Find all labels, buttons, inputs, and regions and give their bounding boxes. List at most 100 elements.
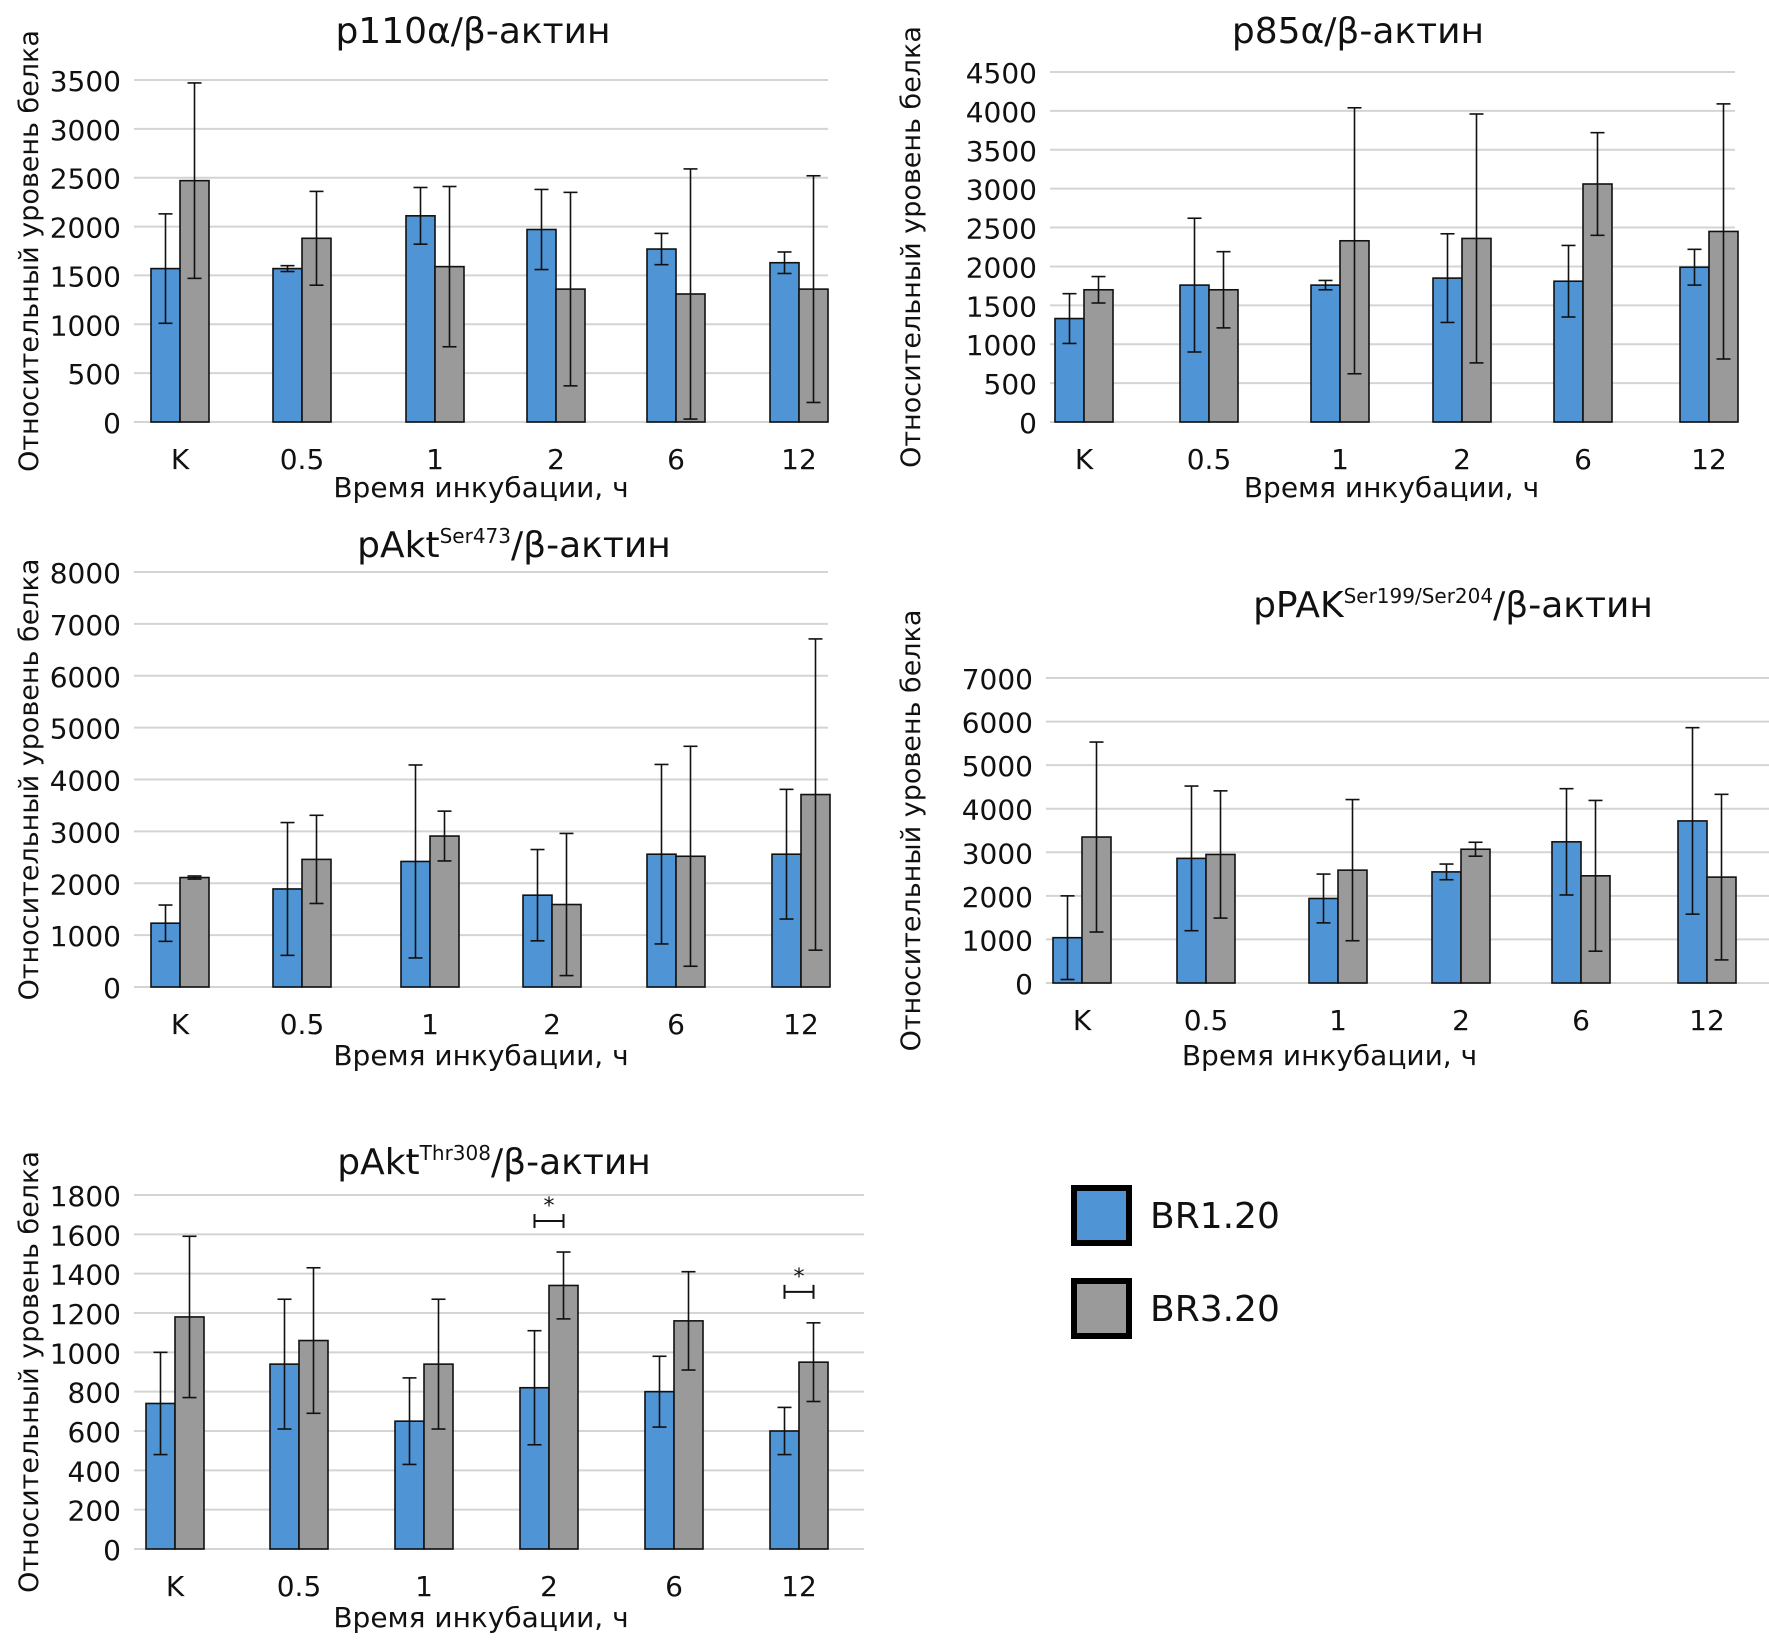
y-tick-label: 4000 <box>50 765 121 798</box>
x-tick-label: K <box>1075 443 1094 476</box>
x-tick-label: 6 <box>665 1570 683 1603</box>
y-tick-label: 1000 <box>50 1337 121 1370</box>
bar-br120-2 <box>1432 872 1461 983</box>
y-tick-label: 1000 <box>50 309 121 342</box>
bar-br120-1 <box>1311 285 1340 422</box>
x-tick-label: 2 <box>1452 1004 1470 1037</box>
legend-label: BR1.20 <box>1150 1196 1280 1237</box>
x-tick-label: 6 <box>667 1008 685 1041</box>
legend-swatch <box>1074 1188 1129 1243</box>
y-tick-label: 1400 <box>50 1259 121 1292</box>
y-tick-label: 2500 <box>50 163 121 196</box>
y-tick-label: 5000 <box>50 713 121 746</box>
y-tick-label: 4000 <box>962 794 1033 827</box>
y-tick-label: 1500 <box>50 260 121 293</box>
chart-title: p110α/β-актин <box>335 11 610 52</box>
y-axis-label: Относительный уровень белка <box>14 30 45 472</box>
bar-br320-K <box>1084 290 1113 422</box>
bar-br120-12 <box>770 263 799 422</box>
x-tick-label: 2 <box>543 1008 561 1041</box>
x-tick-label: 6 <box>667 443 685 476</box>
y-tick-label: 1000 <box>962 924 1033 957</box>
x-axis-label: Время инкубации, ч <box>1244 471 1539 504</box>
x-tick-label: 6 <box>1572 1004 1590 1037</box>
chart-title: pPAKSer199/Ser204/β-актин <box>1253 584 1653 626</box>
x-tick-label: K <box>166 1570 185 1603</box>
x-tick-label: 12 <box>1689 1004 1725 1037</box>
y-tick-label: 1500 <box>966 290 1037 323</box>
x-tick-label: 12 <box>783 1008 819 1041</box>
y-tick-label: 2000 <box>966 251 1037 284</box>
bar-br120-12 <box>1680 267 1709 422</box>
y-tick-label: 1200 <box>50 1298 121 1331</box>
significance-bracket: * <box>535 1194 564 1228</box>
y-tick-label: 1000 <box>966 329 1037 362</box>
x-tick-label: 0.5 <box>1187 443 1232 476</box>
y-axis-label: Относительный уровень белка <box>14 1151 45 1593</box>
y-tick-label: 500 <box>68 358 121 391</box>
y-tick-label: 7000 <box>962 663 1033 696</box>
y-tick-label: 0 <box>103 407 121 440</box>
y-tick-label: 8000 <box>50 557 121 590</box>
y-tick-label: 6000 <box>962 707 1033 740</box>
x-tick-label: 2 <box>540 1570 558 1603</box>
y-tick-label: 3000 <box>966 174 1037 207</box>
y-tick-label: 7000 <box>50 609 121 642</box>
x-tick-label: 6 <box>1574 443 1592 476</box>
y-tick-label: 0 <box>1019 407 1037 440</box>
x-tick-label: K <box>171 443 190 476</box>
significance-star: * <box>544 1194 555 1219</box>
y-tick-label: 1600 <box>50 1219 121 1252</box>
bar-br120-6 <box>647 249 676 422</box>
y-tick-label: 400 <box>68 1455 121 1488</box>
x-axis-label: Время инкубации, ч <box>333 1601 628 1634</box>
x-tick-label: K <box>171 1008 190 1041</box>
y-tick-label: 3500 <box>966 135 1037 168</box>
x-tick-label: K <box>1073 1004 1092 1037</box>
x-axis-label: Время инкубации, ч <box>1182 1039 1477 1072</box>
y-tick-label: 200 <box>68 1495 121 1528</box>
x-tick-label: 0.5 <box>280 1008 325 1041</box>
y-tick-label: 3000 <box>962 837 1033 870</box>
x-axis-label: Время инкубации, ч <box>333 471 628 504</box>
legend: BR1.20 BR3.20 <box>1074 1188 1280 1336</box>
chart-title: pAktThr308/β-актин <box>337 1141 651 1183</box>
x-tick-label: 12 <box>781 443 817 476</box>
y-tick-label: 1800 <box>50 1180 121 1213</box>
y-tick-label: 2000 <box>962 881 1033 914</box>
bar-br320-K <box>180 878 209 987</box>
y-tick-label: 5000 <box>962 750 1033 783</box>
y-tick-label: 2000 <box>50 212 121 245</box>
y-tick-label: 6000 <box>50 661 121 694</box>
significance-bracket: * <box>785 1265 814 1299</box>
bar-br320-2 <box>549 1285 578 1549</box>
y-tick-label: 3000 <box>50 816 121 849</box>
y-tick-label: 3500 <box>50 65 121 98</box>
chart-panel-2: 0 500 1000 1500 2000 2500 3000 3500 4000 4500 K 0.5… <box>896 11 1738 504</box>
figure-canvas: 0500100015002000250030003500K 0.5 1 2 6 12Вре… <box>0 0 1769 1651</box>
y-tick-label: 2000 <box>50 868 121 901</box>
bar-br120-0.5 <box>273 269 302 422</box>
x-tick-label: 1 <box>415 1570 433 1603</box>
y-tick-label: 3000 <box>50 114 121 147</box>
y-tick-label: 600 <box>68 1416 121 1449</box>
y-axis-label: Относительный уровень белка <box>14 559 45 1001</box>
x-tick-label: 0.5 <box>280 443 325 476</box>
x-tick-label: 12 <box>1691 443 1727 476</box>
y-tick-label: 4000 <box>966 96 1037 129</box>
x-tick-label: 0.5 <box>1184 1004 1229 1037</box>
y-axis-label: Относительный уровень белка <box>896 610 927 1052</box>
y-axis-label: Относительный уровень белка <box>896 26 927 468</box>
y-tick-label: 0 <box>1015 968 1033 1001</box>
significance-star: * <box>794 1265 805 1290</box>
legend-label: BR3.20 <box>1150 1289 1280 1330</box>
y-tick-label: 4500 <box>966 57 1037 90</box>
x-axis-label: Время инкубации, ч <box>333 1039 628 1072</box>
bar-br120-1 <box>406 216 435 422</box>
bar-br320-2 <box>1461 849 1490 983</box>
y-tick-label: 500 <box>984 368 1037 401</box>
y-tick-label: 0 <box>103 1534 121 1567</box>
